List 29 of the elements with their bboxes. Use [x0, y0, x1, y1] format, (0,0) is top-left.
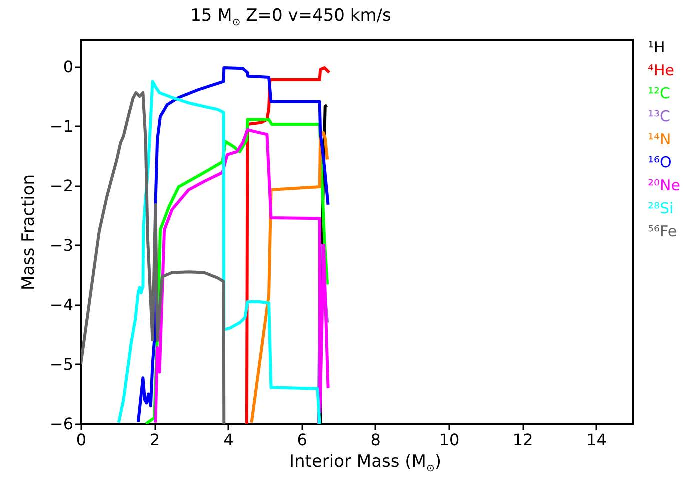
text: ¹⁴N [648, 130, 672, 148]
line-series [81, 91, 226, 424]
x-tick-label: 14 [586, 430, 607, 450]
x-tick-label: 10 [439, 430, 460, 450]
text: ²⁸Si [648, 200, 674, 218]
x-tick-label: 12 [512, 430, 534, 450]
text: ¹H [648, 38, 666, 56]
y-tick-label: −5 [50, 354, 74, 374]
text: ¹²C [648, 84, 670, 102]
text: ⁵⁶Fe [648, 222, 678, 240]
x-tick-label: 8 [370, 430, 381, 450]
y-tick-label: −3 [50, 236, 74, 255]
text: ²⁰Ne [648, 176, 680, 194]
x-axis-title: Interior Mass (M$_{⊙}$) [288, 452, 442, 474]
line-series [117, 80, 322, 424]
y-tick-label: −2 [50, 176, 74, 196]
y-tick-label: −4 [50, 295, 74, 314]
y-tick-label: −1 [50, 116, 74, 136]
x-tick-label: 6 [297, 430, 308, 450]
chart-title: 15 M$_{⊙}$ Z=0 v=450 km/s [190, 6, 392, 28]
text: ¹⁶O [648, 154, 672, 172]
text: ¹³C [648, 108, 670, 126]
x-tick-label: 4 [224, 430, 234, 450]
x-tick-label: 0 [76, 430, 87, 450]
y-tick-label: −6 [50, 414, 74, 434]
text: ⁴He [648, 62, 675, 80]
y-tick-label: 0 [63, 57, 74, 76]
x-tick-label: 2 [150, 430, 160, 450]
y-axis-title: Mass Fraction [18, 174, 39, 291]
